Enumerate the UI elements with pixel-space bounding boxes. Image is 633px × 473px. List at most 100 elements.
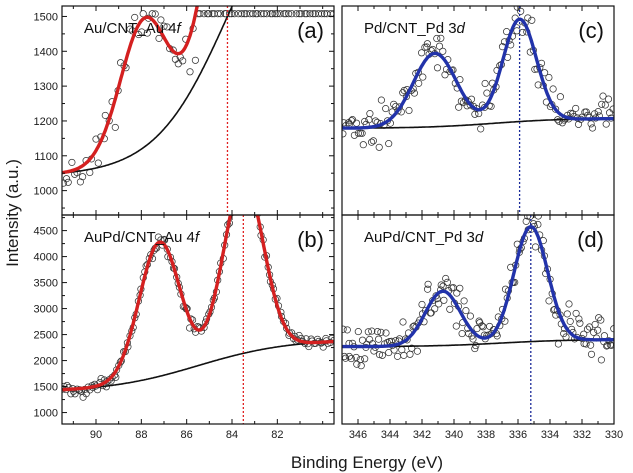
data-point: [365, 116, 373, 124]
data-point: [572, 309, 580, 317]
data-point: [148, 10, 156, 18]
data-point: [76, 178, 84, 186]
data-point: [545, 297, 553, 305]
data-point: [555, 117, 563, 125]
data-point: [343, 326, 351, 334]
x-tick-label: 334: [541, 429, 559, 441]
data-point: [288, 10, 296, 18]
panel-title: Pd/CNT_Pd 3d: [364, 20, 466, 37]
data-point: [452, 322, 460, 330]
data-point: [481, 79, 489, 88]
panel-label: (a): [297, 18, 324, 43]
data-point: [234, 10, 242, 18]
x-tick-label: 344: [381, 429, 399, 441]
y-tick-label: 3500: [34, 278, 58, 290]
data-point: [410, 89, 418, 97]
data-point: [249, 10, 257, 18]
x-tick-label: 330: [605, 429, 623, 441]
data-point: [415, 79, 423, 87]
data-point: [437, 281, 445, 289]
plot-area-d: [342, 215, 614, 370]
panel-label: (d): [577, 227, 604, 252]
data-point: [473, 325, 481, 333]
data-point: [327, 10, 334, 18]
data-point: [590, 328, 598, 336]
data-point: [400, 351, 408, 359]
data-point: [271, 10, 279, 18]
panel-label: (c): [578, 18, 604, 43]
data-point: [524, 14, 532, 22]
data-point: [369, 137, 377, 145]
data-point: [385, 140, 393, 148]
data-point: [534, 220, 542, 229]
panel-frame-b: [61, 214, 335, 425]
data-point: [101, 111, 109, 119]
data-point: [424, 280, 432, 288]
panel-title: AuPd/CNT_Pd 3d: [364, 229, 484, 246]
data-point: [399, 89, 407, 97]
data-point: [214, 10, 222, 18]
data-point: [314, 10, 323, 18]
data-point: [348, 116, 357, 124]
data-point: [285, 10, 293, 18]
data-point: [309, 10, 317, 18]
data-point: [353, 360, 361, 368]
data-point: [405, 106, 413, 115]
data-point: [419, 73, 427, 81]
data-point: [240, 10, 248, 18]
data-point: [342, 352, 349, 361]
data-point: [354, 129, 362, 137]
data-point: [143, 29, 151, 37]
panel-title: AuPd/CNT_Au 4f: [84, 229, 201, 246]
x-tick-label: 332: [573, 429, 591, 441]
data-point: [229, 200, 235, 206]
data-point: [458, 330, 466, 338]
x-tick-label: 346: [349, 429, 367, 441]
y-tick-label: 3000: [34, 304, 58, 316]
data-point: [350, 131, 358, 139]
data-point: [607, 341, 614, 349]
data-point: [477, 125, 485, 133]
data-point: [208, 10, 216, 18]
data-point: [534, 215, 542, 220]
y-tick-label: 2000: [34, 356, 58, 368]
data-point: [94, 159, 102, 167]
data-point: [375, 351, 384, 359]
data-point: [427, 309, 435, 317]
plot-area-a: [62, 6, 334, 187]
data-point: [440, 296, 448, 304]
y-tick-label: 4000: [34, 252, 58, 264]
data-point: [251, 198, 257, 204]
data-point: [366, 110, 374, 118]
data-point: [368, 327, 376, 335]
data-point: [594, 326, 602, 334]
data-point: [375, 335, 383, 343]
panel-a: 1000 1100 1200 1300 1400 1500 Au/CNT_Au 4f (a): [34, 5, 335, 216]
x-tick-label: 342: [413, 429, 431, 441]
data-point: [545, 73, 553, 82]
y-tick-label: 1000: [34, 186, 58, 198]
data-point: [216, 10, 225, 18]
data-point: [456, 284, 464, 292]
data-point: [400, 86, 408, 95]
data-point: [239, 171, 245, 177]
data-point: [179, 57, 187, 65]
data-point: [594, 108, 602, 116]
y-axis-title: Intensity (a.u.): [3, 159, 22, 267]
data-point: [373, 328, 382, 336]
data-point: [472, 342, 480, 350]
data-point: [602, 120, 610, 128]
data-point: [406, 350, 414, 358]
data-point: [242, 178, 248, 184]
data-point: [455, 103, 463, 111]
x-tick-label: 88: [135, 429, 147, 441]
y-tick-label: 1100: [34, 151, 58, 163]
data-point: [471, 345, 479, 353]
data-point: [435, 300, 443, 308]
data-point: [231, 195, 237, 201]
data-point: [466, 101, 474, 109]
data-point: [361, 355, 369, 363]
data-point: [433, 34, 441, 43]
data-point: [292, 10, 300, 18]
data-point: [439, 47, 447, 55]
